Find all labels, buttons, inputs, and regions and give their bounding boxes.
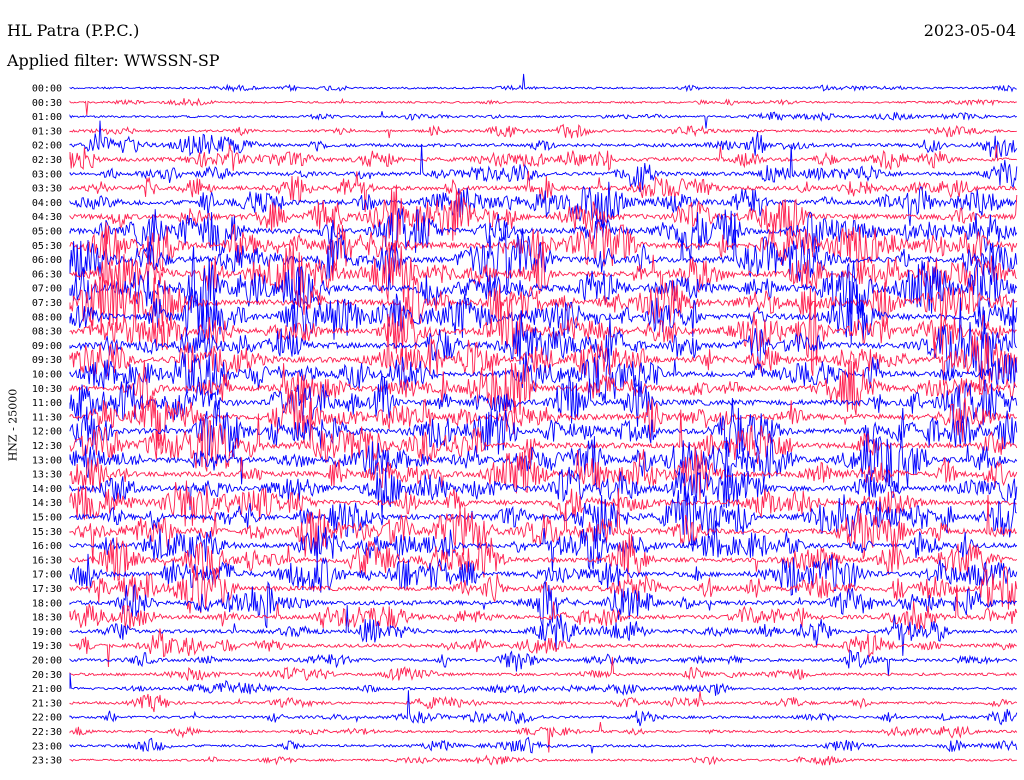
trace-row: [69, 605, 1018, 656]
row-time-label: 08:00: [32, 312, 62, 323]
row-time-label: 19:00: [32, 627, 62, 638]
trace-row: [69, 287, 1017, 376]
row-time-labels: 00:00 00:30 01:00 01:30 02:00 02:30 03:00 03:30…: [32, 84, 62, 767]
row-time-label: 08:30: [32, 327, 62, 338]
row-time-label: 01:00: [32, 112, 62, 123]
trace-row: [69, 488, 1018, 562]
trace-row: [69, 120, 1018, 158]
row-time-label: 20:00: [32, 656, 62, 667]
row-time-label: 04:00: [32, 198, 62, 209]
trace-row: [69, 754, 1017, 767]
row-time-label: 04:30: [32, 212, 62, 223]
trace-row: [69, 649, 1018, 677]
row-time-label: 09:30: [32, 355, 62, 366]
row-time-label: 22:00: [32, 713, 62, 724]
row-time-label: 06:00: [32, 255, 62, 266]
row-time-label: 07:00: [32, 284, 62, 295]
row-time-label: 16:30: [32, 555, 62, 566]
row-time-label: 10:30: [32, 384, 62, 395]
row-time-label: 02:30: [32, 155, 62, 166]
row-time-label: 18:00: [32, 598, 62, 609]
trace-row: [69, 208, 1018, 263]
row-time-label: 10:00: [32, 370, 62, 381]
trace-row: [69, 397, 1018, 472]
trace-row: [69, 690, 1018, 713]
trace-row: [69, 111, 1018, 129]
trace-row: [69, 628, 1017, 668]
row-time-label: 21:30: [32, 698, 62, 709]
trace-row: [69, 97, 1017, 116]
filter-label: Applied filter: WWSSN-SP: [7, 51, 220, 70]
trace-row: [69, 553, 1018, 596]
trace-row: [69, 373, 1018, 427]
row-time-label: 03:30: [32, 184, 62, 195]
row-time-label: 23:30: [32, 756, 62, 767]
trace-row: [69, 565, 1018, 614]
row-time-label: 17:00: [32, 570, 62, 581]
row-time-label: 11:30: [32, 412, 62, 423]
trace-row: [69, 673, 1018, 696]
date-label: 2023-05-04: [923, 21, 1016, 40]
trace-row: [69, 736, 1018, 754]
trace-row: [69, 268, 1018, 333]
trace-row: [69, 584, 1018, 636]
trace-row: [69, 144, 1018, 193]
trace-row: [69, 532, 1018, 581]
trace-row: [69, 221, 1018, 306]
row-time-label: 12:30: [32, 441, 62, 452]
row-time-label: 07:30: [32, 298, 62, 309]
seismic-traces: [69, 73, 1018, 767]
trace-row: [69, 170, 1017, 213]
row-time-label: 05:30: [32, 241, 62, 252]
row-time-label: 18:30: [32, 613, 62, 624]
row-time-label: 14:00: [32, 484, 62, 495]
trace-row: [69, 397, 1018, 458]
trace-row: [69, 386, 1018, 455]
row-time-label: 06:30: [32, 269, 62, 280]
row-time-label: 15:00: [32, 513, 62, 524]
trace-row: [69, 297, 1018, 378]
trace-row: [69, 464, 1018, 518]
row-time-label: 02:00: [32, 141, 62, 152]
row-time-label: 13:00: [32, 455, 62, 466]
trace-row: [69, 721, 1018, 753]
trace-row: [69, 656, 1018, 682]
trace-row: [69, 73, 1017, 93]
trace-row: [69, 313, 1018, 392]
row-time-label: 23:00: [32, 741, 62, 752]
row-time-label: 03:00: [32, 169, 62, 180]
trace-row: [69, 184, 1018, 243]
trace-row: [69, 359, 1018, 416]
row-time-label: 11:00: [32, 398, 62, 409]
trace-row: [69, 690, 1018, 727]
trace-row: [69, 431, 1018, 493]
row-time-label: 20:30: [32, 670, 62, 681]
trace-row: [69, 144, 1017, 172]
row-time-label: 13:30: [32, 470, 62, 481]
trace-row: [69, 348, 1018, 403]
station-title: HL Patra (P.P.C.): [7, 21, 140, 40]
row-time-label: 05:00: [32, 227, 62, 238]
row-time-label: 14:30: [32, 498, 62, 509]
row-time-label: 12:00: [32, 427, 62, 438]
trace-row: [69, 276, 1018, 345]
row-time-label: 15:30: [32, 527, 62, 538]
row-time-label: 00:00: [32, 84, 62, 95]
trace-row: [69, 445, 1018, 501]
trace-row: [69, 181, 1018, 228]
row-time-label: 17:30: [32, 584, 62, 595]
trace-row: [69, 123, 1017, 139]
row-time-label: 21:00: [32, 684, 62, 695]
row-time-label: 16:00: [32, 541, 62, 552]
row-time-label: 19:30: [32, 641, 62, 652]
row-time-label: 09:00: [32, 341, 62, 352]
row-time-label: 01:30: [32, 126, 62, 137]
row-time-label: 00:30: [32, 98, 62, 109]
trace-row: [69, 520, 1018, 572]
row-time-label: 22:30: [32, 727, 62, 738]
